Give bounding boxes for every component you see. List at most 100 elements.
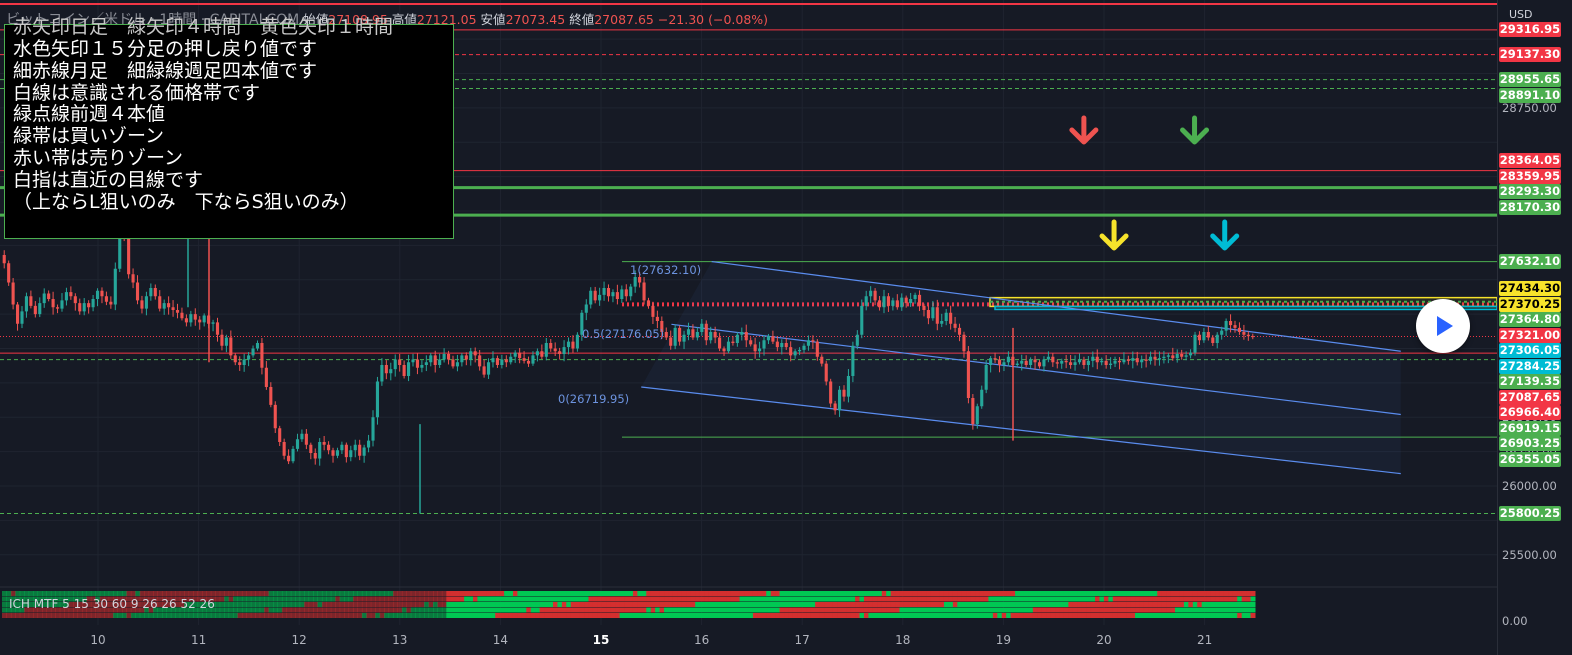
ich-cell: [1072, 607, 1078, 613]
ich-cell: [912, 613, 918, 618]
ich-cell: [552, 602, 558, 607]
candle-body: [824, 363, 828, 382]
ich-cell: [1103, 602, 1109, 607]
candle-body: [940, 321, 944, 324]
ich-cell: [446, 613, 452, 618]
ich-cell: [717, 607, 723, 613]
candle-body: [300, 433, 304, 440]
ich-cell: [113, 613, 119, 618]
ich-cell: [775, 596, 781, 602]
ich-cell: [899, 613, 905, 618]
ich-cell: [1188, 591, 1194, 596]
ich-cell: [28, 591, 34, 596]
ich-cell: [1139, 602, 1145, 607]
candle-body: [1189, 352, 1193, 356]
price-axis[interactable]: [1497, 0, 1572, 655]
ich-cell: [113, 591, 119, 596]
ich-cell: [681, 613, 687, 618]
ich-cell: [401, 602, 407, 607]
candle-body: [1126, 359, 1130, 361]
notes-box[interactable]: 赤矢印日足 緑矢印４時間 黄色矢印１時間 水色矢印１５分足の押し戻り値です 細赤…: [4, 16, 454, 239]
ich-cell: [517, 596, 523, 602]
ich-cell: [597, 607, 603, 613]
ich-cell: [872, 602, 878, 607]
ich-cell: [55, 596, 61, 602]
indicator-label[interactable]: ICH MTF 5 15 30 60 9 26 26 52 26: [9, 597, 215, 611]
ich-cell: [975, 591, 981, 596]
candle-body: [615, 292, 619, 299]
ich-cell: [495, 607, 501, 613]
ich-cell: [313, 596, 318, 602]
ich-cell: [1135, 591, 1140, 596]
ich-cell: [597, 596, 603, 602]
ich-cell: [961, 596, 967, 602]
candle-body: [202, 315, 206, 323]
ich-cell: [321, 607, 327, 613]
ich-cell: [486, 613, 492, 618]
ich-cell: [1072, 596, 1078, 602]
ich-cell: [1046, 596, 1052, 602]
ich-cell: [219, 602, 225, 607]
ich-cell: [77, 607, 83, 613]
ich-cell: [15, 602, 21, 607]
ich-cell: [273, 602, 278, 607]
ich-cell: [428, 607, 434, 613]
ich-cell: [615, 607, 621, 613]
ich-cell: [837, 607, 843, 613]
ich-cell: [304, 613, 310, 618]
ich-cell: [619, 613, 625, 618]
candle-body: [7, 263, 11, 283]
ich-cell: [801, 591, 807, 596]
ich-cell: [1019, 607, 1025, 613]
ich-cell: [450, 602, 456, 607]
ich-cell: [499, 591, 505, 596]
notes-line: 細赤線月足 細緑線週足四本値です: [13, 59, 318, 82]
play-button[interactable]: [1416, 299, 1470, 353]
candle-body: [1157, 358, 1162, 360]
ich-cell: [6, 613, 12, 618]
ich-cell: [664, 602, 669, 607]
arrow-4h: [1180, 115, 1210, 145]
candle-body: [104, 296, 108, 302]
currency-label[interactable]: USD: [1509, 8, 1533, 21]
candle-body: [646, 300, 651, 306]
ich-cell: [233, 607, 238, 613]
ich-cell: [784, 591, 789, 596]
ich-cell: [1055, 607, 1060, 613]
ich-cell: [450, 596, 456, 602]
ich-cell: [273, 607, 278, 613]
ich-cell: [46, 613, 52, 618]
candle-body: [811, 340, 815, 342]
ich-cell: [446, 591, 452, 596]
ich-cell: [939, 607, 945, 613]
ich-cell: [575, 613, 581, 618]
ich-cell: [370, 596, 376, 602]
ich-cell: [535, 613, 541, 618]
ich-cell: [881, 596, 887, 602]
ich-cell: [370, 613, 376, 618]
ich-cell: [237, 602, 243, 607]
ich-cell: [1041, 591, 1047, 596]
ich-cell: [948, 591, 954, 596]
ich-cell: [259, 607, 265, 613]
ich-cell: [868, 596, 874, 602]
ich-cell: [539, 602, 545, 607]
ich-cell: [739, 591, 745, 596]
ich-cell: [690, 596, 696, 602]
ich-cell: [219, 607, 225, 613]
ich-cell: [348, 591, 354, 596]
ich-cell: [477, 591, 483, 596]
candle-body: [1073, 362, 1077, 365]
ich-cell: [806, 596, 812, 602]
ich-cell: [206, 591, 212, 596]
candle-body: [957, 327, 962, 335]
ich-cell: [1143, 613, 1149, 618]
ich-cell: [997, 596, 1003, 602]
ich-cell: [481, 613, 487, 618]
ich-cell: [544, 607, 550, 613]
ich-cell: [1006, 591, 1012, 596]
ich-cell: [464, 607, 470, 613]
ich-cell: [766, 602, 772, 607]
ich-cell: [64, 596, 70, 602]
